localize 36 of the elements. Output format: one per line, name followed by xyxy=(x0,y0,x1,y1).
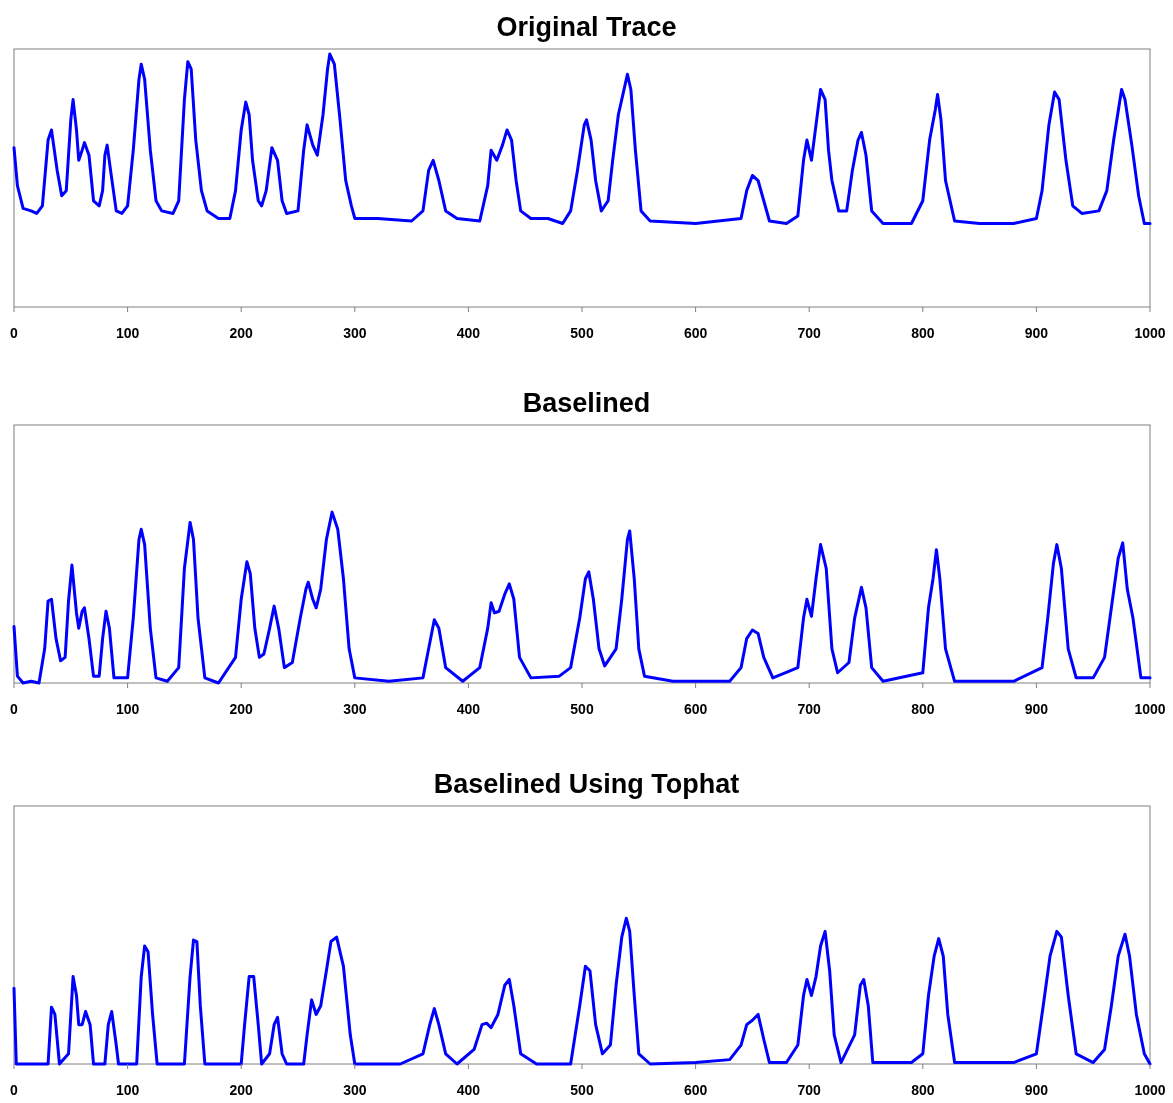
x-tick-label: 900 xyxy=(1024,701,1049,717)
x-tick-label: 300 xyxy=(343,1082,367,1098)
x-tick-label: 600 xyxy=(683,1082,708,1098)
x-tick-label: 700 xyxy=(797,325,822,341)
chart-title: Original Trace xyxy=(496,12,677,42)
x-tick-label: 400 xyxy=(456,325,481,341)
x-tick-label: 300 xyxy=(343,325,367,341)
x-tick-label: 300 xyxy=(343,701,367,717)
x-tick-label: 400 xyxy=(456,1082,481,1098)
x-tick-label: 100 xyxy=(115,1082,140,1098)
x-tick-label: 800 xyxy=(911,325,935,341)
x-tick-label: 800 xyxy=(911,1082,935,1098)
x-tick-label: 0 xyxy=(10,701,19,717)
x-tick-label: 0 xyxy=(10,325,19,341)
x-tick-label: 1000 xyxy=(1134,701,1166,717)
x-tick-label: 700 xyxy=(797,1082,822,1098)
x-tick-label: 0 xyxy=(10,1082,19,1098)
x-tick-label: 100 xyxy=(115,325,140,341)
x-tick-label: 200 xyxy=(229,325,254,341)
chart-title: Baselined xyxy=(522,388,651,418)
x-tick-label: 700 xyxy=(797,701,822,717)
x-tick-label: 500 xyxy=(570,1082,594,1098)
x-tick-label: 900 xyxy=(1024,1082,1049,1098)
x-tick-label: 900 xyxy=(1024,325,1049,341)
x-tick-label: 1000 xyxy=(1134,325,1166,341)
x-tick-label: 600 xyxy=(683,325,708,341)
x-tick-label: 500 xyxy=(570,701,594,717)
chart-title: Baselined Using Tophat xyxy=(433,769,740,799)
x-tick-label: 200 xyxy=(229,1082,254,1098)
x-tick-label: 500 xyxy=(570,325,594,341)
x-tick-label: 100 xyxy=(115,701,140,717)
x-tick-label: 600 xyxy=(683,701,708,717)
x-tick-label: 800 xyxy=(911,701,935,717)
x-tick-label: 1000 xyxy=(1134,1082,1166,1098)
x-tick-label: 400 xyxy=(456,701,481,717)
x-tick-label: 200 xyxy=(229,701,254,717)
